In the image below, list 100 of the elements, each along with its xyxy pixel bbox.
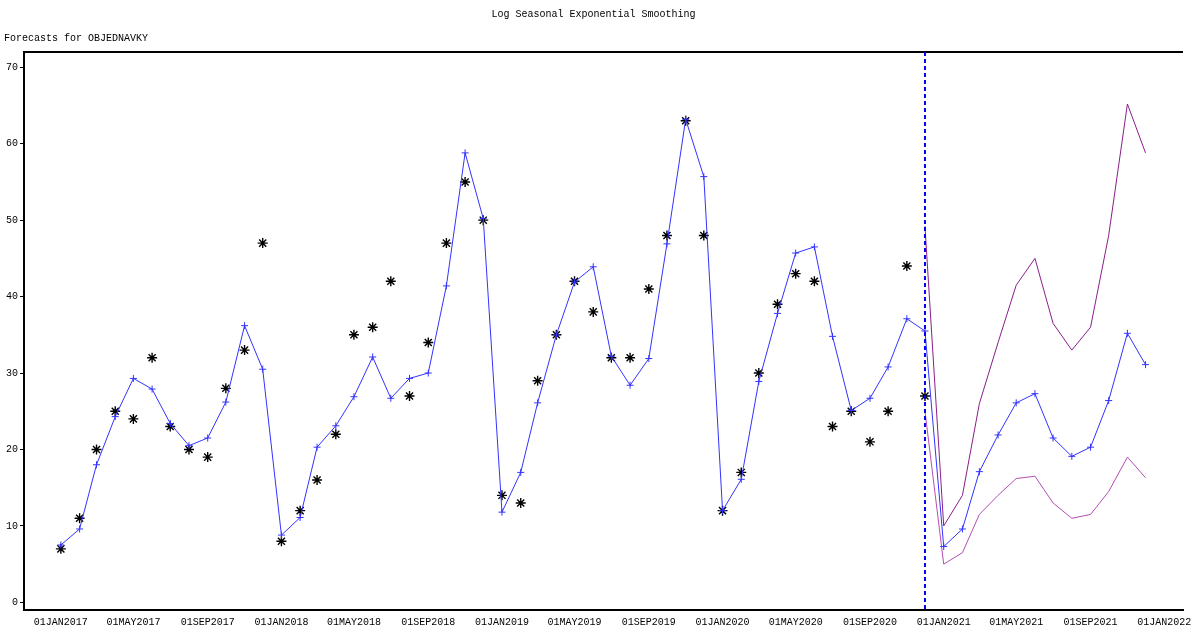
point xyxy=(238,344,251,356)
point xyxy=(789,267,802,280)
point xyxy=(497,508,506,517)
x-tick-label: 01MAY2019 xyxy=(547,616,602,628)
point xyxy=(589,262,598,271)
point xyxy=(626,381,635,390)
point xyxy=(459,176,471,188)
point xyxy=(864,436,876,448)
y-tick-label: 30 xyxy=(5,367,18,379)
point xyxy=(699,172,708,181)
point xyxy=(698,229,710,242)
point xyxy=(643,283,655,295)
point xyxy=(901,260,913,272)
x-tick-label: 01JAN2017 xyxy=(33,616,88,628)
point xyxy=(1049,434,1058,443)
point xyxy=(275,535,288,547)
point xyxy=(644,354,653,363)
point xyxy=(258,365,267,374)
y-tick-label: 60 xyxy=(5,138,18,150)
x-tick-label: 01JAN2019 xyxy=(474,616,529,628)
point xyxy=(884,362,893,371)
point xyxy=(313,443,322,452)
point xyxy=(424,369,433,378)
point xyxy=(368,352,377,361)
point xyxy=(810,242,819,251)
x-tick-label: 01SEP2018 xyxy=(401,616,456,628)
x-tick-label: 01MAY2017 xyxy=(106,616,161,628)
point xyxy=(865,394,874,403)
y-tick-label: 20 xyxy=(5,444,18,456)
point xyxy=(164,420,176,433)
y-tick-label: 40 xyxy=(5,291,18,303)
point xyxy=(330,428,342,440)
x-tick-label: 01JAN2020 xyxy=(695,616,750,628)
point xyxy=(882,405,894,417)
point xyxy=(737,475,746,484)
point xyxy=(240,321,249,330)
point xyxy=(56,541,65,550)
point xyxy=(496,489,508,502)
x-tick-label: 01JAN2021 xyxy=(916,616,971,628)
chart-subtitle: Forecasts for OBJEDNAVKY xyxy=(4,32,149,44)
point xyxy=(348,329,360,341)
point xyxy=(440,237,453,249)
point xyxy=(808,275,821,288)
point xyxy=(55,543,67,555)
point xyxy=(294,504,306,517)
x-tick-label: 01JAN2022 xyxy=(1137,616,1192,628)
point xyxy=(183,443,195,456)
point xyxy=(73,512,86,524)
point xyxy=(403,390,416,402)
point xyxy=(754,377,763,386)
point xyxy=(662,239,671,248)
y-tick-label: 10 xyxy=(5,520,18,532)
point xyxy=(828,332,837,341)
point xyxy=(516,468,525,477)
point xyxy=(939,542,948,551)
point xyxy=(92,460,101,469)
point xyxy=(661,229,673,242)
point xyxy=(127,413,140,425)
point xyxy=(975,467,984,476)
x-tick-label: 01SEP2019 xyxy=(621,616,676,628)
point xyxy=(109,405,121,417)
point xyxy=(166,419,175,428)
point xyxy=(385,275,397,288)
y-tick-label: 0 xyxy=(11,597,18,608)
point xyxy=(90,443,103,456)
point xyxy=(256,237,269,249)
point xyxy=(331,421,340,430)
point xyxy=(203,434,212,443)
point xyxy=(422,336,434,349)
point xyxy=(1123,329,1132,338)
point xyxy=(148,385,157,394)
point xyxy=(624,352,636,364)
point xyxy=(111,412,120,421)
x-tick-label: 01SEP2021 xyxy=(1063,616,1118,628)
point xyxy=(791,249,800,258)
point xyxy=(277,531,286,540)
point xyxy=(461,148,470,157)
point xyxy=(753,367,765,379)
point xyxy=(221,398,230,407)
point xyxy=(202,451,214,463)
point xyxy=(771,298,784,310)
point xyxy=(533,398,542,407)
point xyxy=(1030,389,1039,398)
x-tick-label: 01SEP2020 xyxy=(842,616,897,628)
point xyxy=(296,513,305,522)
point xyxy=(349,392,358,401)
point xyxy=(405,374,414,383)
point xyxy=(75,524,84,533)
point xyxy=(958,524,967,533)
x-tick-label: 01MAY2020 xyxy=(768,616,823,628)
point xyxy=(773,309,782,318)
point xyxy=(442,281,451,290)
point xyxy=(1067,452,1076,461)
point xyxy=(735,466,747,479)
x-tick-label: 01MAY2018 xyxy=(326,616,381,628)
point xyxy=(386,394,395,403)
point xyxy=(366,321,379,333)
point xyxy=(1012,398,1021,407)
point xyxy=(515,497,527,509)
point xyxy=(826,420,839,433)
